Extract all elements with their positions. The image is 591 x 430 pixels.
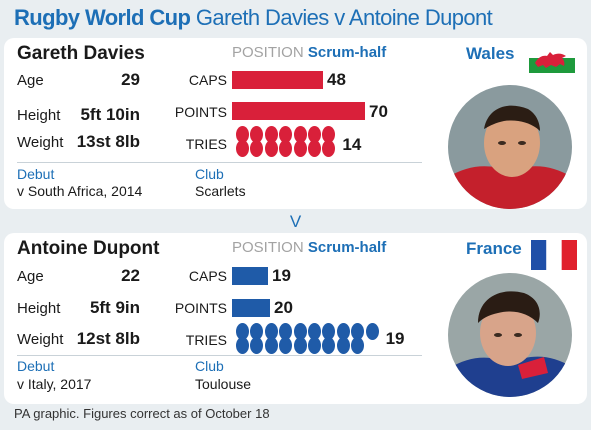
position-line: POSITION Scrum-half <box>232 44 386 61</box>
player-card-france: Antoine Dupont POSITION Scrum-half Franc… <box>4 233 587 404</box>
caps-value: 48 <box>327 70 346 89</box>
try-oval <box>322 140 336 157</box>
tries-label: TRIES <box>185 332 227 348</box>
player-photo-icon <box>448 273 572 397</box>
try-oval <box>264 140 278 157</box>
source-footnote: PA graphic. Figures correct as of Octobe… <box>14 406 270 421</box>
caps-label: CAPS <box>188 268 227 284</box>
try-oval <box>279 140 293 157</box>
player-card-wales: Gareth Davies POSITION Scrum-half Wales … <box>4 38 587 209</box>
player-photo-icon <box>448 85 572 209</box>
height-value: 5ft 9in <box>89 298 140 317</box>
title-competition: Rugby World Cup <box>14 5 191 30</box>
try-oval <box>351 337 365 354</box>
try-oval <box>279 337 293 354</box>
try-oval <box>365 323 379 340</box>
try-oval <box>279 126 293 143</box>
graphic-title: Rugby World Cup Gareth Davies v Antoine … <box>14 5 493 31</box>
try-oval <box>308 126 321 143</box>
try-oval <box>236 337 249 354</box>
position-value: Scrum-half <box>307 239 387 256</box>
weight-label: Weight <box>17 134 64 151</box>
versus-label: V <box>289 212 302 231</box>
points-bar <box>232 102 365 120</box>
try-oval <box>293 323 307 340</box>
caps-label: CAPS <box>188 72 227 88</box>
try-oval <box>336 337 350 354</box>
position-label: POSITION <box>232 44 304 61</box>
try-oval <box>308 337 321 354</box>
france-flag-icon <box>531 240 577 270</box>
position-label: POSITION <box>232 239 304 256</box>
try-oval <box>322 337 336 354</box>
team-name: France <box>466 239 522 258</box>
age-value: 29 <box>121 70 140 89</box>
debut-value: v South Africa, 2014 <box>17 183 143 199</box>
height-label: Height <box>17 300 61 317</box>
caps-bar <box>232 267 268 285</box>
try-oval <box>236 140 249 157</box>
try-oval <box>264 337 278 354</box>
divider <box>17 162 422 163</box>
try-oval <box>236 126 249 143</box>
weight-value: 12st 8lb <box>76 329 140 348</box>
wales-flag-icon <box>529 43 575 73</box>
weight-label: Weight <box>17 331 64 348</box>
tries-value: 14 <box>342 135 362 154</box>
height-value: 5ft 10in <box>80 105 140 124</box>
club-value: Scarlets <box>195 183 246 199</box>
try-oval <box>308 140 321 157</box>
weight-value: 13st 8lb <box>76 132 140 151</box>
try-oval <box>351 323 365 340</box>
caps-value: 19 <box>272 266 291 285</box>
try-oval <box>322 126 336 143</box>
try-oval <box>293 337 307 354</box>
age-label: Age <box>17 72 44 89</box>
club-label: Club <box>195 358 224 374</box>
points-label: POINTS <box>174 104 227 120</box>
divider <box>17 355 422 356</box>
tries-label: TRIES <box>185 136 227 152</box>
player-name: Gareth Davies <box>17 43 145 64</box>
try-oval <box>322 323 336 340</box>
debut-label: Debut <box>17 358 55 374</box>
try-oval <box>279 323 293 340</box>
club-value: Toulouse <box>195 376 252 392</box>
age-label: Age <box>17 268 44 285</box>
try-oval <box>250 140 264 157</box>
points-label: POINTS <box>174 300 227 316</box>
height-label: Height <box>17 107 61 124</box>
debut-label: Debut <box>17 166 55 182</box>
caps-bar <box>232 71 323 89</box>
try-oval <box>264 323 278 340</box>
try-oval <box>336 323 350 340</box>
points-value: 20 <box>274 298 293 317</box>
position-line: POSITION Scrum-half <box>232 239 386 256</box>
position-value: Scrum-half <box>307 44 387 61</box>
title-matchup: Gareth Davies v Antoine Dupont <box>195 5 493 30</box>
debut-value: v Italy, 2017 <box>17 376 92 392</box>
try-oval <box>250 323 264 340</box>
try-oval <box>236 323 249 340</box>
try-oval <box>264 126 278 143</box>
try-oval <box>250 337 264 354</box>
club-label: Club <box>195 166 224 182</box>
age-value: 22 <box>121 266 140 285</box>
try-oval <box>250 126 264 143</box>
points-value: 70 <box>369 102 388 121</box>
points-bar <box>232 299 270 317</box>
team-name: Wales <box>466 44 515 63</box>
player-name: Antoine Dupont <box>17 238 160 259</box>
tries-value: 19 <box>385 329 405 348</box>
try-oval <box>293 140 307 157</box>
try-oval <box>293 126 307 143</box>
try-oval <box>308 323 321 340</box>
